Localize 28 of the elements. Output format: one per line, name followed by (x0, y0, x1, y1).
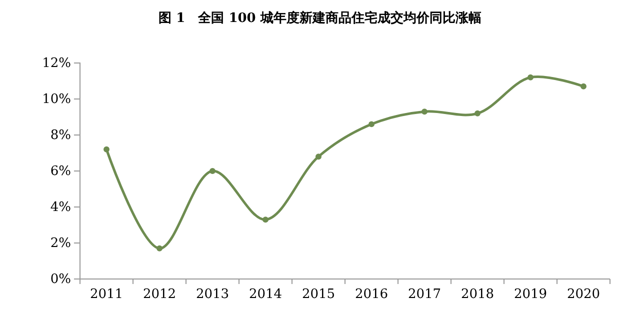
x-tick-label: 2013 (196, 287, 230, 302)
point (104, 146, 110, 152)
point (368, 121, 374, 128)
point (316, 154, 322, 160)
point (422, 108, 428, 115)
x-tick-label: 2014 (248, 287, 282, 302)
point (262, 216, 268, 223)
x-tick-label: 2020 (566, 287, 600, 302)
y-tick-label: 4% (50, 200, 71, 216)
y-tick-label: 10% (42, 92, 71, 108)
x-tick-label: 2017 (408, 287, 442, 302)
x-tick-label: 2011 (90, 287, 124, 302)
y-tick-label: 0% (50, 272, 71, 288)
y-tick-label: 8% (50, 128, 71, 144)
point (210, 168, 216, 174)
y-tick-label: 2% (50, 236, 71, 252)
x-tick-label: 2012 (142, 287, 176, 302)
point (580, 83, 586, 90)
y-tick-label: 12% (42, 56, 71, 72)
x-tick-label: 2015 (302, 287, 336, 302)
point (528, 74, 534, 80)
x-tick-label: 2018 (460, 287, 494, 302)
point (156, 245, 162, 252)
chart-title: 图 1 全国 100 城年度新建商品住宅成交均价同比涨幅 (158, 10, 482, 26)
x-tick-label: 2016 (354, 287, 388, 302)
y-tick-label: 6% (50, 164, 71, 180)
point (474, 110, 480, 116)
x-tick-label: 2019 (514, 287, 548, 302)
